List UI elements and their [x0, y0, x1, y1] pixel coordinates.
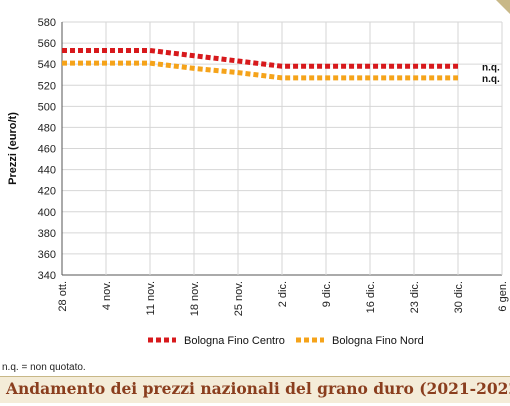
title-bar: Andamento dei prezzi nazionali del grano…	[0, 376, 510, 403]
chart-title: Andamento dei prezzi nazionali del grano…	[6, 379, 510, 398]
y-tick-label: 380	[38, 228, 56, 240]
x-tick-label: 2 dic.	[277, 281, 289, 307]
x-tick-label: 30 dic.	[453, 281, 465, 313]
x-tick-label: 4 nov.	[101, 281, 113, 310]
x-tick-label: 18 nov.	[189, 281, 201, 316]
series-line-2	[62, 60, 458, 81]
series-line-1	[62, 47, 458, 69]
end-label-1: n.q.	[482, 62, 500, 73]
y-tick-label: 480	[38, 122, 56, 134]
x-tick-label: 28 ott.	[57, 281, 69, 312]
x-tick-label: 6 gen.	[497, 281, 509, 312]
y-tick-label: 580	[38, 17, 56, 29]
gridlines	[61, 21, 503, 276]
legend-label-1: Bologna Fino Centro	[184, 335, 285, 347]
x-axis-ticks: 28 ott. 4 nov. 11 nov. 18 nov. 25 nov. 2 dic.…	[57, 281, 509, 316]
x-tick-label: 11 nov.	[145, 281, 157, 315]
corner-decoration	[496, 0, 510, 14]
y-tick-label: 420	[38, 186, 56, 198]
y-axis-ticks: 340 360 380 400 420 440 460 480 500 520 540 560 580	[38, 17, 56, 282]
series-lines	[62, 47, 458, 81]
y-axis-label: Prezzi (euro/t)	[7, 112, 19, 185]
footnote: n.q. = non quotato.	[2, 362, 86, 373]
y-tick-label: 460	[38, 144, 56, 156]
legend: Bologna Fino Centro Bologna Fino Nord	[148, 335, 424, 347]
y-tick-label: 500	[38, 101, 56, 113]
y-tick-label: 520	[38, 80, 56, 92]
x-tick-label: 25 nov.	[233, 281, 245, 316]
end-label-2: n.q.	[482, 74, 500, 85]
x-tick-label: 9 dic.	[321, 281, 333, 307]
y-tick-label: 560	[38, 38, 56, 50]
y-tick-label: 360	[38, 249, 56, 261]
price-chart: 340360380400420440460480500520540560580 …	[7, 17, 509, 347]
y-tick-label: 540	[38, 59, 56, 71]
x-tick-label: 16 dic.	[365, 281, 377, 313]
end-labels: n.q.n.q.	[482, 62, 500, 85]
y-tick-label: 340	[38, 270, 56, 282]
x-tick-label: 23 dic.	[409, 281, 421, 313]
y-tick-label: 400	[38, 207, 56, 219]
legend-label-2: Bologna Fino Nord	[332, 335, 424, 347]
y-tick-label: 440	[38, 165, 56, 177]
